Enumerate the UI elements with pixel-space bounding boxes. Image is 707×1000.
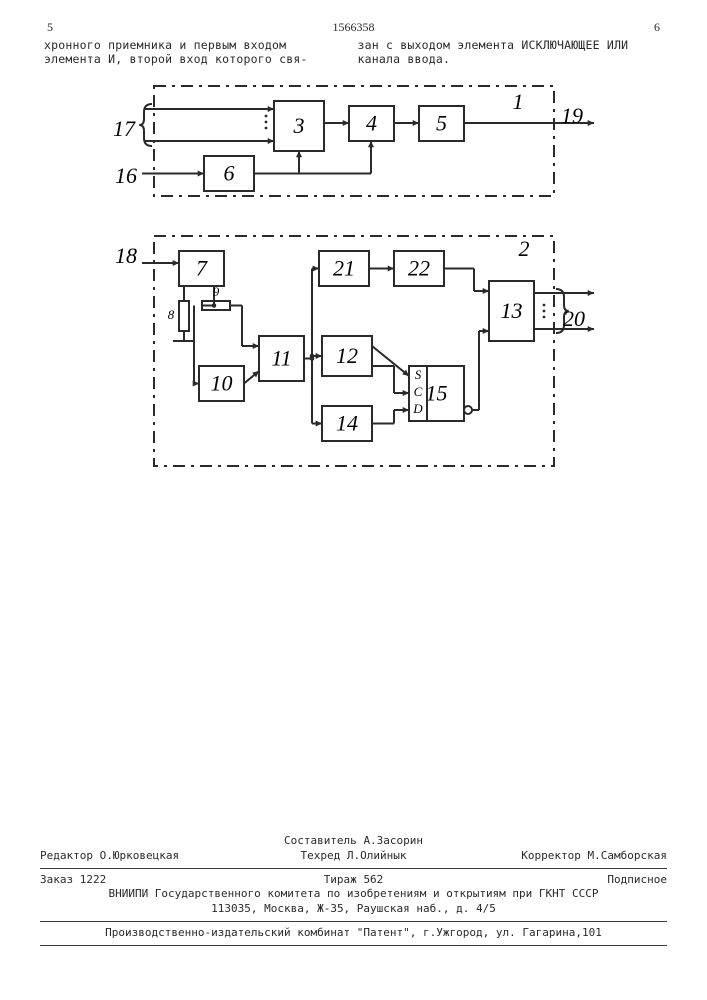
svg-text:8: 8: [167, 307, 174, 322]
body-text: хронного приемника и первым входом элеме…: [40, 38, 667, 67]
editor-label: Редактор: [40, 849, 93, 862]
compiler-label: Составитель: [284, 834, 357, 847]
svg-text:19: 19: [561, 103, 583, 128]
svg-text:21: 21: [333, 256, 355, 281]
svg-text:6: 6: [223, 161, 234, 186]
patent-number: 1566358: [60, 20, 647, 36]
divider: [40, 945, 667, 946]
svg-text:D: D: [412, 401, 423, 416]
svg-text:5: 5: [436, 111, 447, 136]
block-diagram: 3 4 5 6 17 16 1 19 7 10 11 21 22 12 14 15 13 18 2 8 9 SCD 20: [94, 76, 614, 506]
svg-text:17: 17: [113, 116, 136, 141]
svg-text:9: 9: [212, 284, 219, 299]
svg-text:2: 2: [518, 236, 529, 261]
page-number-right: 6: [647, 20, 667, 36]
order-label: Заказ: [40, 873, 73, 886]
svg-text:3: 3: [292, 113, 304, 138]
editor-name: О.Юрковецкая: [100, 849, 179, 862]
svg-text:22: 22: [408, 256, 430, 281]
svg-text:14: 14: [336, 411, 358, 436]
svg-text:10: 10: [210, 371, 232, 396]
page: 5 1566358 6 хронного приемника и первым …: [0, 0, 707, 1000]
techred-label: Техред: [301, 849, 341, 862]
techred-name: Л.Олийнык: [347, 849, 407, 862]
print-label: Тираж: [324, 873, 357, 886]
svg-text:18: 18: [115, 243, 137, 268]
body-text-left: хронного приемника и первым входом элеме…: [40, 38, 354, 67]
subscribed: Подписное: [607, 873, 667, 886]
page-number-left: 5: [40, 20, 60, 36]
svg-text:20: 20: [563, 306, 585, 331]
svg-text:7: 7: [196, 256, 208, 281]
corrector-label: Корректор: [521, 849, 581, 862]
diagram-svg: 3 4 5 6 17 16 1 19 7 10 11 21 22 12 14 15 13 18 2 8 9 SCD 20: [94, 76, 614, 506]
svg-text:4: 4: [366, 111, 377, 136]
svg-text:15: 15: [425, 381, 447, 406]
divider: [40, 868, 667, 869]
print-number: 562: [363, 873, 383, 886]
imprint: Составитель А.Засорин Редактор О.Юрковец…: [40, 834, 667, 950]
org-line-1: ВНИИПИ Государственного комитета по изоб…: [40, 887, 667, 902]
svg-text:13: 13: [500, 298, 522, 323]
svg-text:1: 1: [512, 89, 523, 114]
corrector-name: М.Самборская: [588, 849, 667, 862]
divider: [40, 921, 667, 922]
body-text-right: зан с выходом элемента ИСКЛЮЧАЮЩЕЕ ИЛИ к…: [354, 38, 668, 67]
svg-text:S: S: [414, 367, 421, 382]
compiler-name: А.Засорин: [363, 834, 423, 847]
org-line-2: 113035, Москва, Ж-35, Раушская наб., д. …: [40, 902, 667, 917]
svg-text:16: 16: [115, 163, 137, 188]
svg-text:12: 12: [336, 343, 358, 368]
page-numbers-row: 5 1566358 6: [40, 20, 667, 36]
press-line: Производственно-издательский комбинат "П…: [40, 926, 667, 941]
svg-text:C: C: [413, 384, 422, 399]
order-number: 1222: [80, 873, 107, 886]
svg-text:11: 11: [271, 346, 291, 371]
